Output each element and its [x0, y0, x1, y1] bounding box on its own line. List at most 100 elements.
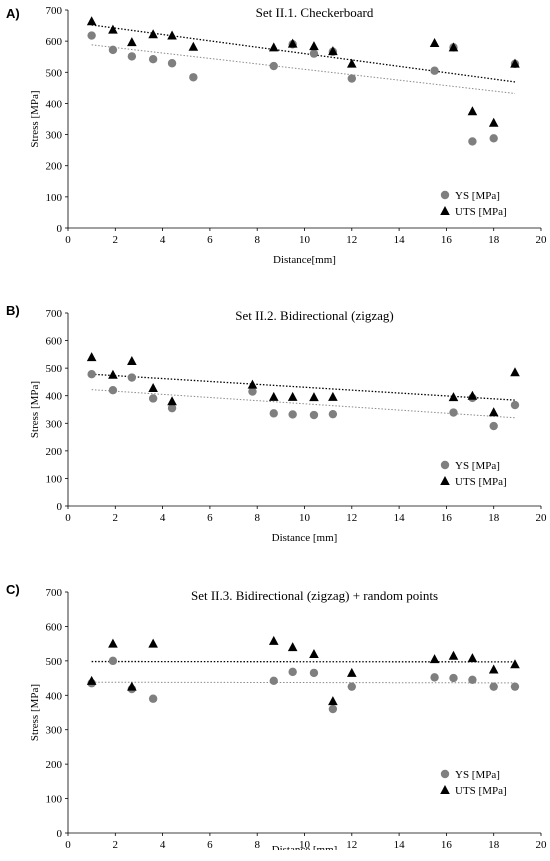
uts-data-point [148, 29, 158, 39]
scatter-chart-svg: Set II.2. Bidirectional (zigzag)01002003… [29, 308, 548, 544]
x-tick-label: 16 [441, 839, 453, 850]
x-tick-label: 4 [160, 512, 166, 524]
y-tick-label: 500 [46, 656, 63, 668]
legend-label: YS [MPa] [455, 190, 500, 202]
ys-data-point [127, 52, 137, 61]
legend-marker [440, 476, 450, 485]
ys-data-point [309, 49, 319, 58]
uts-data-point [127, 681, 137, 691]
y-axis-label: Stress [MPa] [29, 381, 41, 438]
x-tick-label: 2 [113, 234, 119, 246]
chart-panel-b: B) Set II.2. Bidirectional (zigzag) 0 100 2… [0, 285, 550, 565]
ys-trendline [91, 389, 516, 419]
ys-data-point [108, 45, 118, 55]
ys-data-point [489, 421, 498, 431]
panel-label: B) [6, 303, 20, 318]
uts-data-point [510, 659, 520, 669]
ys-data-point [489, 682, 498, 691]
uts-data-point [488, 117, 499, 127]
ys-data-point [468, 137, 477, 146]
x-tick-label: 10 [299, 512, 311, 524]
y-tick-label: 400 [46, 391, 63, 403]
uts-data-point [86, 675, 97, 685]
uts-data-point [448, 42, 459, 52]
uts-data-point [127, 37, 137, 47]
x-tick-label: 18 [488, 839, 500, 850]
y-tick-label: 700 [46, 308, 63, 320]
y-tick-label: 200 [46, 161, 63, 173]
y-tick-label: 600 [46, 336, 63, 348]
uts-data-point [309, 41, 319, 51]
scatter-chart-svg: Set II.1. Checkerboard010020030040050060… [29, 5, 548, 266]
y-tick-label: 300 [46, 418, 63, 430]
ys-data-point [309, 668, 319, 678]
y-axis-label: Stress [MPa] [29, 90, 41, 147]
ys-data-point [108, 386, 118, 395]
y-tick-label: 500 [46, 363, 63, 375]
uts-data-point [188, 41, 199, 51]
ys-data-point [87, 370, 96, 379]
x-tick-label: 8 [254, 234, 260, 246]
ys-data-point [489, 134, 498, 143]
y-axis-label: Stress [MPa] [29, 684, 41, 741]
ys-data-point [449, 673, 458, 683]
y-tick-label: 100 [46, 192, 63, 204]
uts-data-point [108, 24, 118, 34]
legend-label: UTS [MPa] [455, 476, 507, 488]
uts-data-point [86, 16, 97, 26]
ys-data-point [269, 61, 278, 71]
x-axis-label: Distance[mm] [273, 254, 336, 266]
y-tick-label: 0 [57, 223, 63, 235]
x-tick-label: 20 [536, 512, 548, 524]
legend-marker [440, 190, 450, 200]
uts-data-point [510, 367, 520, 377]
uts-data-point [247, 379, 258, 389]
ys-data-point [167, 59, 177, 68]
ys-data-point [288, 667, 297, 677]
ys-data-point [430, 66, 439, 75]
ys-trendline [91, 681, 515, 684]
y-tick-label: 300 [46, 130, 63, 142]
uts-data-point [127, 355, 137, 365]
ys-data-point [328, 704, 338, 714]
y-tick-label: 0 [57, 828, 63, 840]
ys-data-point [347, 682, 356, 691]
x-tick-label: 16 [441, 234, 453, 246]
scatter-chart-svg: Set II.3. Bidirectional (zigzag) + rando… [29, 587, 547, 850]
x-tick-label: 14 [394, 234, 406, 246]
chart-title: Set II.2. Bidirectional (zigzag) [235, 308, 393, 323]
uts-trendline [91, 373, 516, 401]
uts-data-point [167, 396, 177, 406]
ys-data-point [148, 55, 158, 64]
x-tick-label: 14 [394, 512, 406, 524]
ys-data-point [248, 387, 257, 396]
ys-data-point [288, 410, 297, 419]
uts-data-point [287, 38, 298, 48]
uts-data-point [347, 58, 357, 68]
x-tick-label: 6 [207, 839, 213, 850]
x-tick-label: 18 [488, 512, 500, 524]
y-tick-label: 600 [46, 36, 63, 48]
x-tick-label: 2 [113, 512, 119, 524]
ys-data-point [269, 676, 278, 686]
uts-data-point [148, 382, 158, 392]
uts-data-point [268, 391, 279, 401]
y-tick-label: 0 [57, 501, 63, 513]
ys-data-point [127, 373, 137, 382]
x-axis-label: Distance [mm] [272, 844, 338, 850]
y-tick-label: 600 [46, 621, 63, 633]
x-tick-label: 12 [346, 839, 357, 850]
x-tick-label: 18 [488, 234, 500, 246]
uts-data-point [347, 667, 357, 677]
ys-data-point [309, 410, 319, 420]
y-tick-label: 200 [46, 446, 63, 458]
x-tick-label: 20 [536, 234, 548, 246]
x-tick-label: 0 [65, 839, 71, 850]
ys-data-point [108, 656, 118, 666]
ys-data-point [269, 409, 278, 418]
x-tick-label: 0 [65, 234, 71, 246]
uts-data-point [467, 390, 478, 400]
ys-data-point [449, 408, 458, 417]
y-tick-label: 200 [46, 759, 63, 771]
uts-data-point [287, 642, 298, 652]
